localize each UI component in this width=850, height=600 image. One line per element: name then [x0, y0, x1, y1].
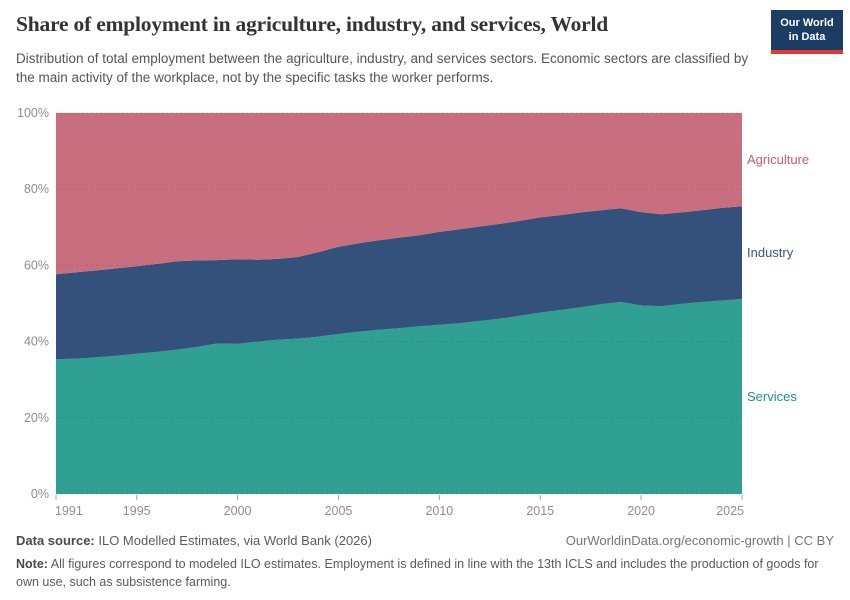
chart-note: Note: All figures correspond to modeled … [16, 555, 836, 591]
y-axis-label-80: 80% [24, 182, 49, 196]
chart-footer: Data source: ILO Modelled Estimates, via… [16, 533, 834, 591]
x-axis-label-1995: 1995 [123, 504, 151, 518]
data-source: Data source: ILO Modelled Estimates, via… [16, 533, 372, 548]
chart-subtitle: Distribution of total employment between… [16, 51, 749, 85]
x-axis-label-2000: 2000 [224, 504, 252, 518]
agriculture-area[interactable] [56, 113, 742, 275]
y-axis-label-60: 60% [24, 258, 49, 272]
owid-logo-line2: in Data [788, 31, 826, 44]
data-source-text: ILO Modelled Estimates, via World Bank (… [94, 533, 372, 548]
series-label-services: Services [747, 389, 797, 404]
x-axis-label-2005: 2005 [325, 504, 353, 518]
x-axis-label-1991: 1991 [55, 504, 83, 518]
series-label-industry: Industry [747, 245, 794, 260]
series-label-agriculture: Agriculture [747, 152, 809, 167]
y-axis-label-100: 100% [17, 106, 49, 120]
owid-logo-line1: Our World [780, 17, 834, 29]
owid-logo[interactable]: Our World in Data [771, 10, 843, 54]
data-source-label: Data source: [16, 533, 95, 548]
source-row: Data source: ILO Modelled Estimates, via… [16, 533, 834, 548]
industry-area[interactable] [56, 206, 742, 360]
note-label: Note: [16, 557, 48, 571]
page-title: Share of employment in agriculture, indu… [16, 12, 609, 36]
x-axis-label-2010: 2010 [425, 504, 453, 518]
x-axis-label-2020: 2020 [627, 504, 655, 518]
y-axis-label-40: 40% [24, 335, 49, 349]
owid-link[interactable]: OurWorldinData.org/economic-growth | CC … [565, 533, 834, 548]
x-axis-label-2025: 2025 [716, 504, 744, 518]
x-axis-label-2015: 2015 [526, 504, 554, 518]
services-area[interactable] [56, 298, 742, 494]
note-text: All figures correspond to modeled ILO es… [16, 557, 819, 590]
y-axis-label-20: 20% [24, 411, 49, 425]
y-axis-label-0: 0% [31, 487, 49, 501]
